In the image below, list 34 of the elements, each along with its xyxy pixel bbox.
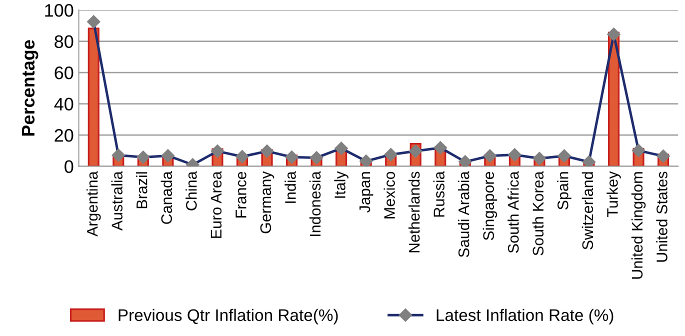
x-tick-label: Indonesia xyxy=(309,171,321,236)
x-tick-label: Italy xyxy=(334,171,348,198)
x-tick-label: Singapore xyxy=(482,172,498,240)
x-tick-label: United Kingdom xyxy=(631,172,646,279)
x-tick-label: Mexico xyxy=(384,172,395,218)
y-tick-label: 0 xyxy=(64,160,74,174)
x-tick-label: Germany xyxy=(260,171,274,234)
x-tick-label: Canada xyxy=(160,171,172,224)
x-tick-label: China xyxy=(186,171,197,210)
x-tick-label: Australia xyxy=(111,171,123,231)
x-tick-label: France xyxy=(236,172,246,218)
y-tick-label: 60 xyxy=(54,66,74,80)
x-tick-label: Spain xyxy=(557,172,572,210)
x-tick-label: Switzerland xyxy=(582,172,594,250)
x-tick-label: Russia xyxy=(433,171,444,217)
y-tick-label: 20 xyxy=(54,129,74,142)
x-tick-label: South Africa xyxy=(508,171,519,253)
legend-label: Previous Qtr Inflation Rate(%) xyxy=(118,308,338,324)
y-tick-label: 40 xyxy=(54,98,74,111)
x-tick-label: Saudi Arabia xyxy=(458,171,470,258)
x-tick-label: India xyxy=(284,171,296,203)
legend-label: Latest Inflation Rate (%) xyxy=(436,308,614,324)
y-tick-label: 80 xyxy=(54,35,74,48)
x-tick-label: Euro Area xyxy=(210,171,222,238)
x-tick-label: South Korea xyxy=(532,171,544,256)
x-tick-label: Turkey xyxy=(606,171,621,217)
x-tick-label: Netherlands xyxy=(408,172,420,252)
x-tick-label: Japan xyxy=(360,172,374,213)
y-tick-label: 100 xyxy=(45,4,74,17)
x-tick-label: United States xyxy=(656,172,668,262)
bar xyxy=(88,28,100,166)
y-axis-title: Percentage xyxy=(22,40,38,136)
x-tick-label: Argentina xyxy=(86,171,101,237)
x-tick-label: Brazil xyxy=(136,172,148,208)
